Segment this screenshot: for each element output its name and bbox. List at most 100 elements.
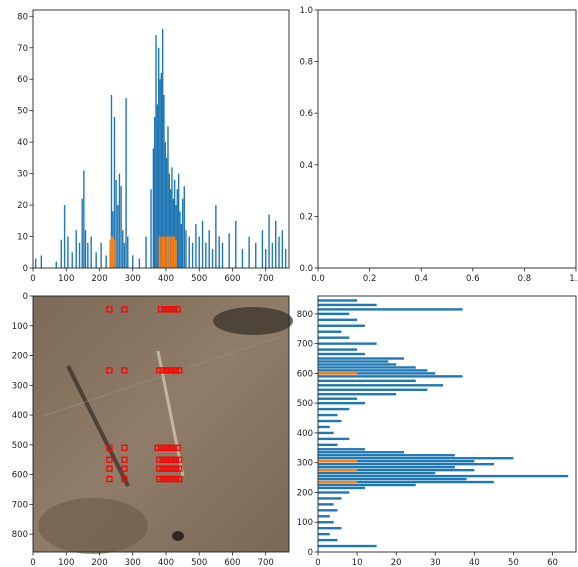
x-tick-label: 0.8 <box>518 274 532 284</box>
y-tick-label: 600 <box>12 471 28 481</box>
y-tick-label: 100 <box>297 518 313 528</box>
y-tick-label: 400 <box>297 429 313 439</box>
bar <box>163 236 166 268</box>
bar <box>168 173 171 268</box>
marker <box>172 367 180 374</box>
x-tick-label: 20 <box>391 558 402 567</box>
marker <box>154 444 161 451</box>
y-tick-label: 0.2 <box>299 212 313 222</box>
bar <box>159 79 161 268</box>
bar <box>181 198 184 268</box>
x-tick-label: 30 <box>430 558 441 567</box>
bar <box>169 189 172 268</box>
bar <box>318 503 334 506</box>
bar <box>318 486 365 490</box>
bar <box>155 35 157 268</box>
bar <box>318 538 338 542</box>
marker <box>171 444 178 451</box>
marker <box>169 475 176 483</box>
bar <box>318 366 416 369</box>
bar <box>34 258 37 268</box>
bar <box>221 242 224 268</box>
x-tick-label: 0 <box>315 558 320 567</box>
bar <box>228 233 230 268</box>
marker <box>166 475 173 483</box>
bar <box>113 239 115 268</box>
bar <box>110 94 113 268</box>
bar <box>125 98 127 268</box>
bar <box>318 318 358 322</box>
bar <box>241 249 244 268</box>
bar <box>87 242 89 268</box>
y-tick-label: 0 <box>23 264 28 274</box>
bar <box>127 236 129 268</box>
marker <box>169 456 176 463</box>
bar <box>318 308 463 311</box>
y-tick-label: 500 <box>12 441 28 451</box>
x-tick-label: 50 <box>508 558 519 567</box>
x-tick-label: 0.2 <box>363 274 377 284</box>
bar <box>218 236 220 268</box>
bar <box>165 236 167 268</box>
bar <box>318 397 358 400</box>
bar <box>161 28 164 268</box>
bar <box>168 236 171 268</box>
y-tick-label: 30 <box>17 170 28 180</box>
bar <box>211 249 214 268</box>
bar <box>318 375 463 378</box>
bar <box>318 497 342 500</box>
marker <box>159 465 166 472</box>
bar <box>183 186 185 268</box>
marker <box>162 456 170 463</box>
bar <box>191 242 194 268</box>
bar <box>318 407 350 411</box>
bar <box>176 189 178 268</box>
x-tick-label: 40 <box>469 558 480 567</box>
bar <box>318 465 455 469</box>
bar <box>164 142 167 268</box>
bar <box>318 474 569 478</box>
bar <box>84 230 87 268</box>
bar <box>318 413 338 417</box>
bar <box>318 460 358 463</box>
track-line <box>42 335 284 417</box>
bar <box>95 252 97 268</box>
bar <box>198 236 200 268</box>
y-tick-label: 10 <box>17 233 28 243</box>
bar <box>318 443 338 447</box>
bar <box>318 363 397 366</box>
bar <box>318 471 436 475</box>
y-tick-label: 0 <box>23 292 28 302</box>
bar <box>318 384 444 387</box>
x-tick-label: 0 <box>30 558 35 567</box>
bar <box>248 236 250 268</box>
bar <box>318 393 397 396</box>
bar <box>318 491 350 494</box>
marker <box>172 465 180 472</box>
bar <box>318 342 377 345</box>
x-tick-label: 60 <box>547 558 558 567</box>
bar <box>318 303 377 307</box>
marker <box>164 444 171 451</box>
bar <box>275 220 277 268</box>
marker <box>162 465 170 472</box>
bar <box>188 236 190 268</box>
y-tick-label: 40 <box>17 138 28 148</box>
marker <box>172 475 180 483</box>
marker <box>174 306 181 313</box>
bar <box>215 205 217 268</box>
bar <box>268 214 270 268</box>
bar <box>177 173 180 268</box>
bar <box>172 198 175 268</box>
x-tick-label: 700 <box>258 558 274 567</box>
bar <box>318 451 404 454</box>
marker <box>162 475 170 483</box>
marker <box>157 444 165 451</box>
bar <box>318 515 330 518</box>
bar <box>318 468 358 472</box>
marker <box>159 367 166 374</box>
bar <box>318 352 365 356</box>
marker <box>161 444 168 451</box>
bar <box>120 186 122 268</box>
